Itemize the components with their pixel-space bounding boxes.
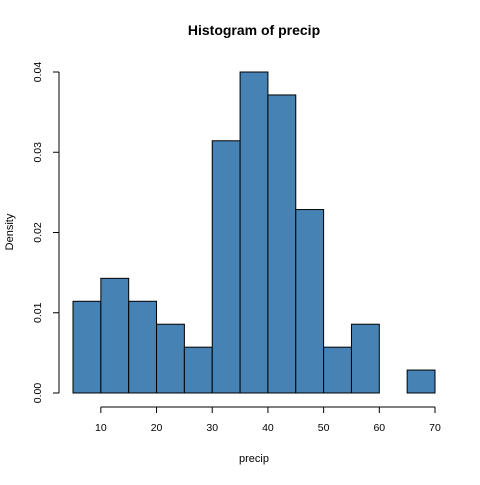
histogram-bar (350, 323, 380, 394)
histogram-bar (295, 209, 325, 394)
x-tick-label: 20 (151, 422, 163, 434)
x-tick-label: 30 (206, 422, 218, 434)
histogram-bar (211, 140, 241, 394)
histogram-bar (72, 300, 102, 394)
y-axis: 0.00 0.01 0.02 0.03 0.04 (32, 62, 60, 404)
x-tick-label: 50 (318, 422, 330, 434)
histogram-bar (156, 323, 185, 394)
y-axis-label: Density (4, 213, 16, 250)
x-axis: 10 20 30 40 50 60 70 (95, 406, 441, 434)
y-tick-label: 0.00 (32, 383, 44, 404)
bars-group (72, 71, 436, 394)
chart-title: Histogram of precip (188, 22, 320, 38)
x-tick-label: 60 (373, 422, 385, 434)
x-axis-label: precip (239, 453, 269, 465)
y-tick-label: 0.02 (32, 222, 44, 243)
histogram-bar (128, 300, 158, 394)
x-tick-label: 10 (95, 422, 107, 434)
y-tick-label: 0.04 (32, 62, 44, 83)
x-tick-label: 40 (262, 422, 274, 434)
histogram-bar (323, 346, 352, 394)
y-tick-label: 0.03 (32, 142, 44, 163)
y-tick-label: 0.01 (32, 302, 44, 323)
histogram-bar (406, 369, 436, 394)
histogram-bar (183, 346, 213, 394)
x-tick-label: 70 (429, 422, 441, 434)
histogram-bar (100, 277, 130, 394)
histogram-bar (239, 71, 269, 394)
histogram-bar (267, 94, 297, 394)
